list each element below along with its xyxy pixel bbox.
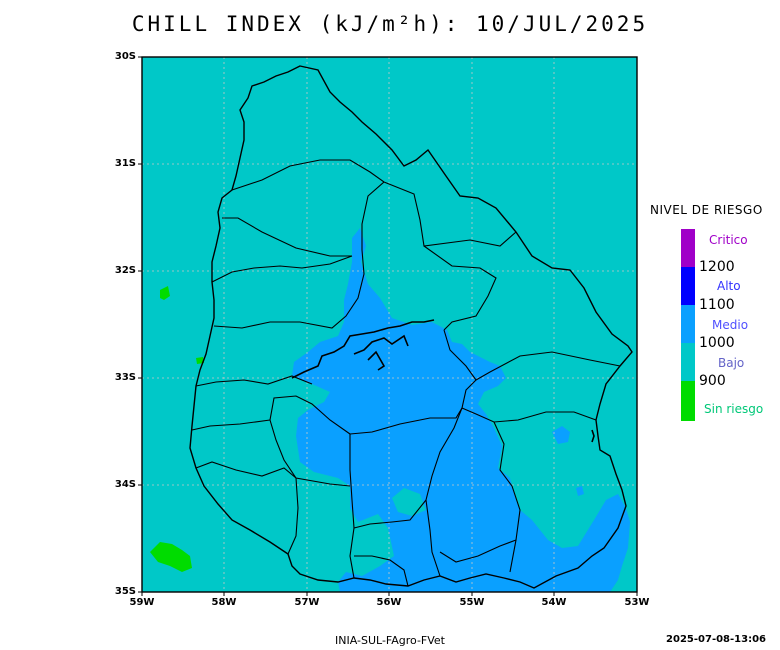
reservoir-lake [291,319,435,379]
gridlines [142,57,637,592]
y-tick-label: 33S [114,372,136,383]
legend-label-sin-riesgo: Sin riesgo [704,402,764,416]
legend-swatch-medio [681,305,695,343]
y-tick-label: 34S [114,479,136,490]
legend-label-medio: Medio [712,318,749,332]
y-tick-label: 30S [114,51,136,62]
x-tick-label: 59W [129,597,155,608]
legend-label-bajo: Bajo [718,356,745,370]
x-tick-label: 57W [294,597,320,608]
legend-threshold: 1200 [699,259,735,275]
y-tick-label: 35S [114,586,136,597]
legend-label-alto: Alto [717,279,741,293]
uruguay-outline [189,65,633,589]
timestamp: 2025-07-08-13:06 [666,634,766,645]
x-tick-label: 56W [376,597,402,608]
legend-swatch-alto [681,267,695,305]
legend-swatch-sin-riesgo [681,381,695,421]
medio-patch-east [552,426,570,444]
legend-swatch-critico [681,229,695,267]
medio-patch-sw [392,488,426,516]
legend-threshold: 900 [699,373,726,389]
medio-patch-e2 [576,486,584,496]
x-tick-label: 58W [211,597,237,608]
legend-label-critico: Critico [709,233,748,247]
y-tick-label: 32S [114,265,136,276]
legend-title: NIVEL DE RIESGO [650,203,763,217]
x-tick-label: 53W [624,597,650,608]
department-borders [191,159,621,587]
legend-swatch-bajo [681,343,695,381]
tick-marks [138,56,638,596]
sin-riesgo-patch-2 [196,357,204,364]
legend-threshold: 1100 [699,297,735,313]
map-title: CHILL INDEX (kJ/m²h): 10/JUL/2025 [131,12,649,36]
legend-threshold: 1000 [699,335,735,351]
x-tick-label: 55W [459,597,485,608]
x-tick-label: 54W [541,597,567,608]
source-credit: INIA-SUL-FAgro-FVet [335,634,445,647]
sin-riesgo-patch-3 [150,542,192,572]
y-tick-label: 31S [114,158,136,169]
sin-riesgo-patch-1 [160,286,170,300]
lagoon [591,429,595,443]
